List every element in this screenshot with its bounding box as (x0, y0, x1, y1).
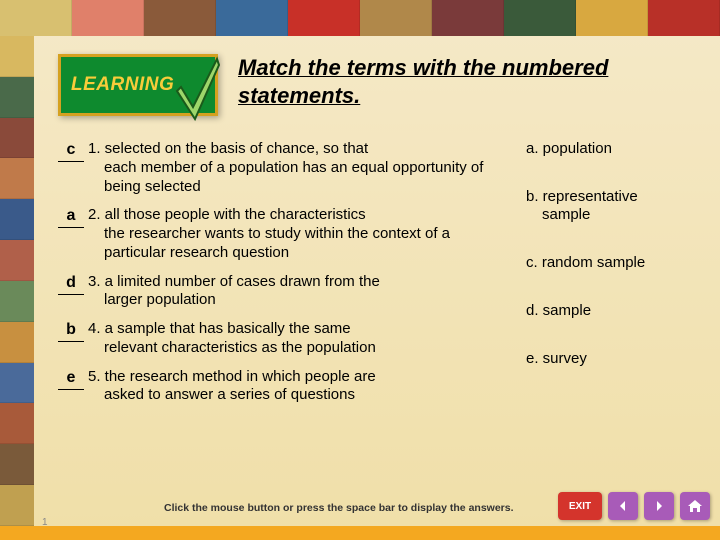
photo-cell (0, 322, 34, 363)
photo-cell (216, 0, 288, 36)
photo-cell (144, 0, 216, 36)
answer-option: b. representativesample (526, 188, 696, 224)
question-row: c1. selected on the basis of chance, so … (58, 140, 502, 196)
badge-label: LEARNING (71, 74, 174, 96)
footer-hint: Click the mouse button or press the spac… (164, 502, 514, 514)
photo-cell (0, 199, 34, 240)
prev-button[interactable] (608, 492, 638, 520)
home-button[interactable] (680, 492, 710, 520)
question-rest: asked to answer a series of questions (88, 386, 502, 405)
question-text: 5. the research method in which people a… (88, 368, 502, 406)
answer-label: b. representative (526, 188, 638, 205)
header-row: LEARNING Match the terms with the number… (58, 54, 696, 116)
photo-strip-top (0, 0, 720, 36)
question-first-line: 3. a limited number of cases drawn from … (88, 273, 502, 292)
photo-cell (504, 0, 576, 36)
answers-column: a. population b. representativesample c. r… (526, 140, 696, 405)
photo-cell (0, 363, 34, 404)
question-first-line: 4. a sample that has basically the same (88, 320, 502, 339)
question-row: d3. a limited number of cases drawn from… (58, 273, 502, 311)
photo-cell (72, 0, 144, 36)
photo-cell (0, 36, 34, 77)
answer-label: e. survey (526, 350, 587, 367)
answer-option: a. population (526, 140, 696, 158)
questions-column: c1. selected on the basis of chance, so … (58, 140, 502, 405)
question-rest: relevant characteristics as the populati… (88, 339, 502, 358)
photo-cell (288, 0, 360, 36)
photo-strip-left (0, 36, 34, 526)
photo-cell (0, 485, 34, 526)
answer-blank: e (58, 368, 84, 390)
question-row: b4. a sample that has basically the same… (58, 320, 502, 358)
chevron-right-icon (652, 499, 666, 513)
question-text: 2. all those people with the characteris… (88, 206, 502, 262)
question-text: 1. selected on the basis of chance, so t… (88, 140, 502, 196)
question-rest: the researcher wants to study within the… (88, 225, 502, 263)
photo-cell (0, 281, 34, 322)
slide-content: LEARNING Match the terms with the number… (34, 36, 720, 526)
answer-blank: a (58, 206, 84, 228)
question-first-line: 1. selected on the basis of chance, so t… (88, 140, 502, 159)
question-text: 4. a sample that has basically the samer… (88, 320, 502, 358)
answer-label: a. population (526, 140, 612, 157)
next-button[interactable] (644, 492, 674, 520)
instruction-text: Match the terms with the numbered statem… (238, 54, 696, 109)
main-grid: c1. selected on the basis of chance, so … (58, 140, 696, 405)
photo-cell (648, 0, 720, 36)
answer-option: c. random sample (526, 254, 696, 272)
photo-cell (0, 444, 34, 485)
bottom-bar (0, 526, 720, 540)
photo-cell (0, 158, 34, 199)
answer-option: e. survey (526, 350, 696, 368)
answer-blank: b (58, 320, 84, 342)
answer-blank: d (58, 273, 84, 295)
learning-badge: LEARNING (58, 54, 218, 116)
photo-cell (360, 0, 432, 36)
check-icon (175, 51, 223, 127)
question-first-line: 2. all those people with the characteris… (88, 206, 502, 225)
photo-cell (0, 77, 34, 118)
question-first-line: 5. the research method in which people a… (88, 368, 502, 387)
photo-cell (0, 403, 34, 444)
question-rest: larger population (88, 291, 502, 310)
photo-cell (576, 0, 648, 36)
exit-button[interactable]: EXIT (558, 492, 602, 520)
question-row: e5. the research method in which people … (58, 368, 502, 406)
answer-blank: c (58, 140, 84, 162)
photo-cell (0, 0, 72, 36)
chevron-left-icon (616, 499, 630, 513)
home-icon (687, 499, 703, 513)
photo-cell (0, 240, 34, 281)
question-text: 3. a limited number of cases drawn from … (88, 273, 502, 311)
question-rest: each member of a population has an equal… (88, 159, 502, 197)
answer-option: d. sample (526, 302, 696, 320)
answer-wrap: sample (526, 206, 696, 224)
photo-cell (432, 0, 504, 36)
answer-label: c. random sample (526, 254, 645, 271)
answer-label: d. sample (526, 302, 591, 319)
nav-buttons: EXIT (558, 492, 710, 520)
photo-cell (0, 118, 34, 159)
question-row: a2. all those people with the characteri… (58, 206, 502, 262)
